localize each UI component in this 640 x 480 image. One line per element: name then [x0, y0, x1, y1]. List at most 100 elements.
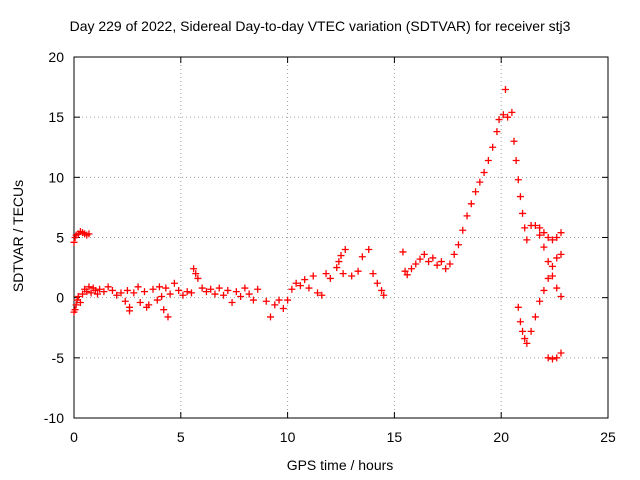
data-point [314, 289, 322, 297]
data-point [536, 297, 544, 305]
data-point [429, 254, 437, 262]
data-point [499, 111, 507, 119]
data-point [463, 212, 471, 220]
y-tick-label: 10 [48, 169, 64, 185]
data-point [153, 296, 161, 304]
data-point [160, 306, 168, 314]
data-point [91, 286, 99, 294]
data-point [358, 253, 366, 261]
data-point [536, 231, 544, 239]
data-point [523, 236, 531, 244]
data-point [521, 224, 529, 232]
data-point [254, 285, 262, 293]
x-tick-label: 25 [600, 429, 616, 445]
data-point [296, 282, 304, 290]
data-point [514, 176, 522, 184]
data-point [322, 270, 330, 278]
data-point [149, 285, 157, 293]
grid-lines [74, 57, 608, 418]
data-point [516, 318, 524, 326]
data-point [380, 291, 388, 299]
data-point [267, 313, 275, 321]
data-point [540, 286, 548, 294]
data-point [71, 306, 79, 314]
data-point [354, 267, 362, 275]
data-point [183, 288, 191, 296]
data-point [245, 290, 253, 298]
y-axis-label: SDTVAR / TECUs [10, 179, 26, 293]
data-point [403, 271, 411, 279]
data-point [544, 258, 552, 266]
x-tick-label: 10 [280, 429, 296, 445]
data-point [536, 224, 544, 232]
data-point [211, 290, 219, 298]
data-point [301, 276, 309, 284]
data-point [198, 284, 206, 292]
y-tick-label: -10 [44, 410, 64, 426]
data-point [519, 327, 527, 335]
data-point [540, 243, 548, 251]
data-point [553, 254, 561, 262]
data-point [495, 116, 503, 124]
data-point [87, 289, 95, 297]
x-tick-label: 20 [493, 429, 509, 445]
data-point [510, 137, 518, 145]
data-point [202, 288, 210, 296]
data-point [401, 267, 409, 275]
axis-ticks: 0 5 10 15 20 25 -10 -5 0 5 10 15 20 [44, 49, 616, 445]
chart-title: Day 229 of 2022, Sidereal Day-to-day VTE… [69, 18, 571, 34]
data-point [113, 291, 121, 299]
data-point [548, 272, 556, 280]
data-point [241, 284, 249, 292]
data-point [523, 339, 531, 347]
data-point [557, 229, 565, 237]
data-point [70, 238, 78, 246]
data-point [489, 143, 497, 151]
data-point [519, 209, 527, 217]
data-point [284, 296, 292, 304]
data-point [275, 296, 283, 304]
data-point [501, 85, 509, 93]
data-point [162, 284, 170, 292]
data-point [476, 178, 484, 186]
data-point [72, 301, 80, 309]
x-tick-label: 0 [70, 429, 78, 445]
x-axis-label: GPS time / hours [286, 457, 394, 473]
data-point [446, 260, 454, 268]
data-point [540, 229, 548, 237]
data-point [548, 236, 556, 244]
data-point [557, 250, 565, 258]
data-point [220, 291, 228, 299]
data-point [271, 301, 279, 309]
data-point [155, 283, 163, 291]
data-point [450, 250, 458, 258]
data-point [416, 255, 424, 263]
data-point [140, 288, 148, 296]
data-point [194, 274, 202, 282]
data-point [100, 288, 108, 296]
data-point [76, 298, 84, 306]
y-tick-label: 15 [48, 109, 64, 125]
data-point [548, 355, 556, 363]
data-point [305, 284, 313, 292]
data-point [557, 292, 565, 300]
data-point [215, 284, 223, 292]
data-point [104, 283, 112, 291]
data-point [442, 265, 450, 273]
data-point [553, 354, 561, 362]
data-point [130, 289, 138, 297]
data-point [433, 261, 441, 269]
data-point [85, 230, 93, 238]
data-point [228, 298, 236, 306]
data-point [85, 283, 93, 291]
data-point [369, 270, 377, 278]
y-tick-label: 20 [48, 49, 64, 65]
data-point [190, 265, 198, 273]
data-point [117, 289, 125, 297]
data-point [74, 292, 82, 300]
data-point [407, 265, 415, 273]
x-tick-label: 15 [387, 429, 403, 445]
data-point [83, 288, 91, 296]
data-point [553, 234, 561, 241]
data-point [420, 250, 428, 258]
